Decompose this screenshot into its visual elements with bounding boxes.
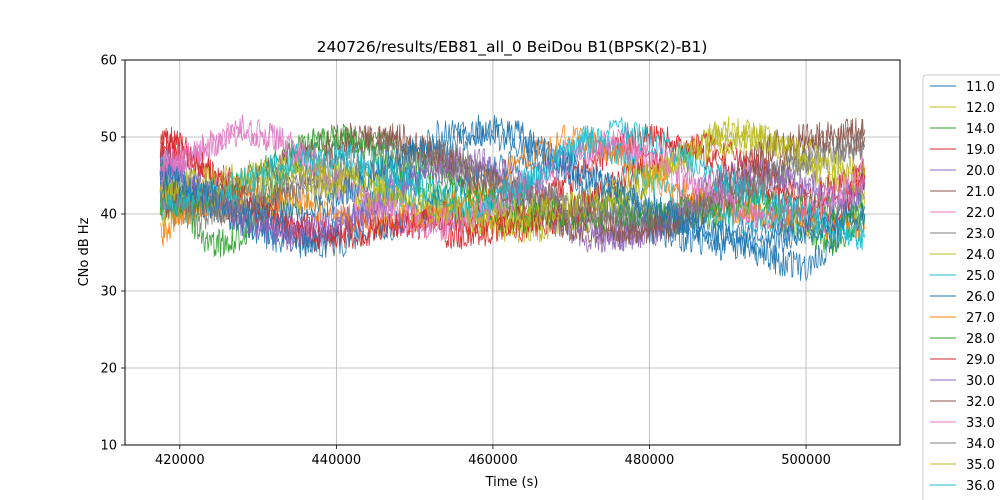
y-tick-label: 20 bbox=[100, 362, 117, 377]
x-tick-label: 480000 bbox=[625, 453, 675, 468]
legend-entry: 29.0 bbox=[966, 353, 995, 368]
y-tick-label: 30 bbox=[100, 285, 117, 300]
legend-entry: 28.0 bbox=[966, 332, 995, 347]
legend-entry: 30.0 bbox=[966, 374, 995, 389]
legend-entry: 12.0 bbox=[966, 101, 995, 116]
legend-entry: 32.0 bbox=[966, 395, 995, 410]
series-line bbox=[159, 137, 866, 231]
legend-entry: 35.0 bbox=[966, 458, 995, 473]
series-line bbox=[159, 123, 866, 230]
legend-entry: 24.0 bbox=[966, 248, 995, 263]
legend-entry: 26.0 bbox=[966, 290, 995, 305]
y-tick-label: 60 bbox=[100, 54, 117, 69]
series-line bbox=[159, 133, 866, 249]
series-line bbox=[159, 148, 866, 252]
x-tick-label: 440000 bbox=[312, 453, 362, 468]
chart-title: 240726/results/EB81_all_0 BeiDou B1(BPSK… bbox=[317, 38, 708, 57]
legend-box bbox=[922, 74, 1000, 500]
series-line bbox=[159, 116, 865, 246]
legend-entry: 33.0 bbox=[966, 416, 995, 431]
series-lines bbox=[159, 114, 866, 282]
legend-entry: 34.0 bbox=[966, 437, 995, 452]
x-tick-label: 460000 bbox=[468, 453, 518, 468]
legend-entry: 23.0 bbox=[966, 227, 995, 242]
legend-entry: 22.0 bbox=[966, 206, 995, 221]
legend: 11.0 12.0 14.0 19.0 20.0 21.0 22.0 23.0 24.0 25.0… bbox=[930, 80, 995, 494]
x-axis-label: Time (s) bbox=[485, 475, 539, 490]
y-tick-label: 40 bbox=[100, 208, 117, 223]
legend-entry: 20.0 bbox=[966, 164, 995, 179]
y-axis-label: CNo dB Hz bbox=[77, 217, 92, 286]
x-tick-label: 420000 bbox=[155, 453, 205, 468]
legend-entry: 27.0 bbox=[966, 311, 995, 326]
y-tick-label: 10 bbox=[100, 439, 117, 454]
axis-ticks: 420000 440000 460000 480000 500000 10 20 30 40 50… bbox=[100, 54, 830, 469]
legend-entry: 11.0 bbox=[966, 80, 995, 95]
series-line bbox=[159, 123, 865, 237]
series-line bbox=[159, 114, 866, 251]
legend-entry: 25.0 bbox=[966, 269, 995, 284]
legend-entry: 21.0 bbox=[966, 185, 995, 200]
y-tick-label: 50 bbox=[100, 131, 117, 146]
plot-frame bbox=[124, 59, 901, 446]
x-tick-label: 500000 bbox=[781, 453, 831, 468]
legend-entry: 36.0 bbox=[966, 479, 995, 494]
legend-entry: 19.0 bbox=[966, 143, 995, 158]
legend-entry: 14.0 bbox=[966, 122, 995, 137]
